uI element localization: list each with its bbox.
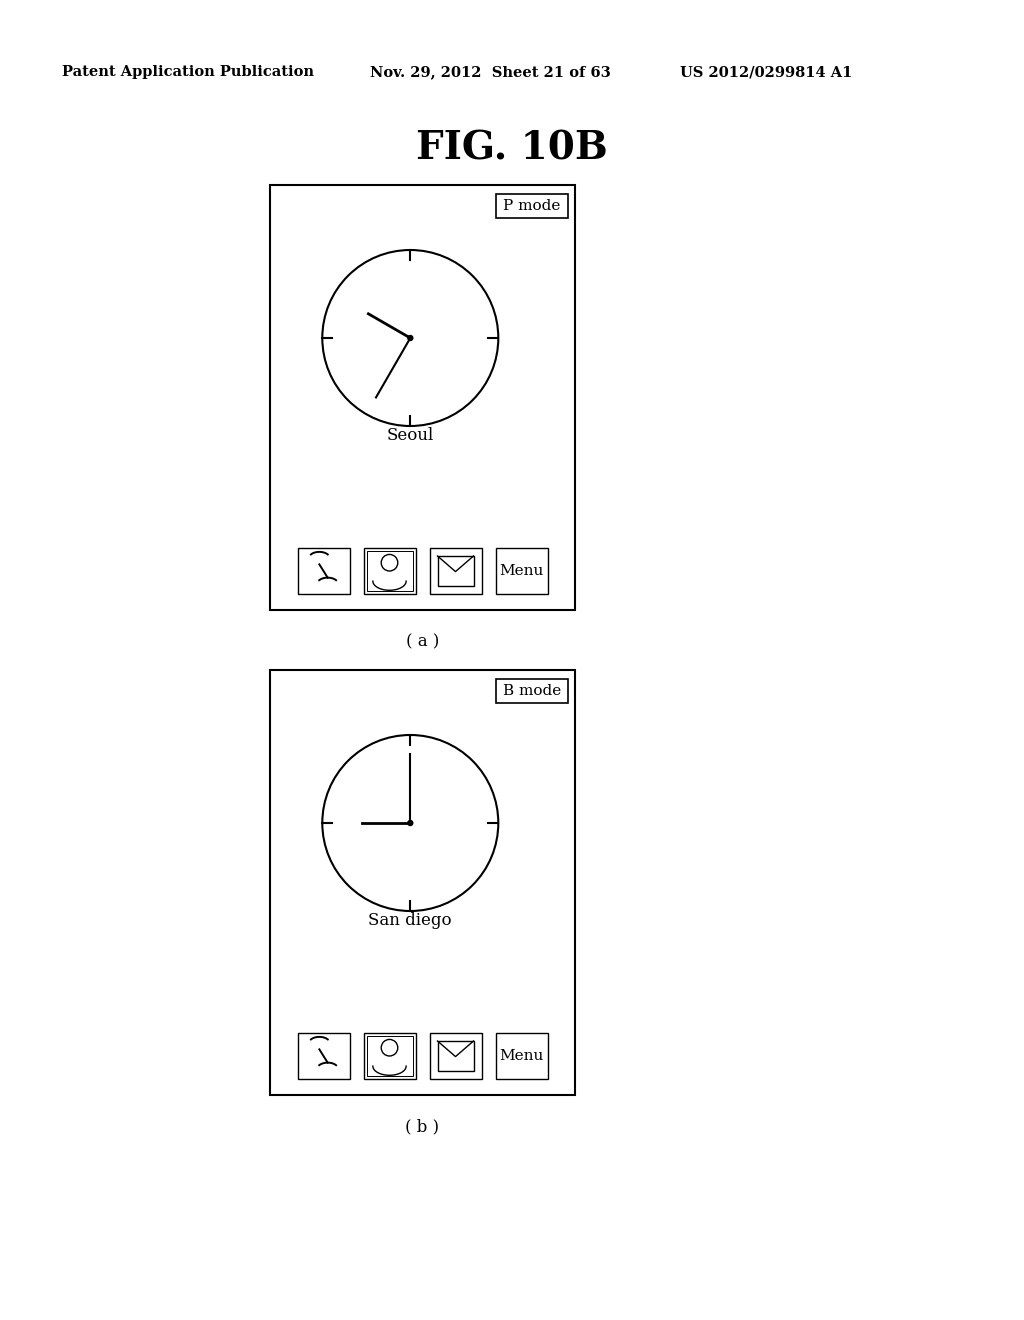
Text: Seoul: Seoul [387,428,434,445]
FancyBboxPatch shape [364,1034,416,1078]
Text: Patent Application Publication: Patent Application Publication [62,65,314,79]
FancyBboxPatch shape [270,671,575,1096]
FancyBboxPatch shape [496,194,568,218]
FancyBboxPatch shape [437,556,473,586]
Text: ( b ): ( b ) [406,1118,439,1135]
Circle shape [323,249,499,426]
FancyBboxPatch shape [429,548,481,594]
Text: US 2012/0299814 A1: US 2012/0299814 A1 [680,65,852,79]
FancyBboxPatch shape [496,1034,548,1078]
FancyBboxPatch shape [429,1034,481,1078]
FancyBboxPatch shape [270,185,575,610]
FancyBboxPatch shape [496,678,568,704]
Text: Menu: Menu [500,564,544,578]
FancyBboxPatch shape [364,548,416,594]
Circle shape [381,554,397,572]
FancyBboxPatch shape [437,1041,473,1071]
Text: B mode: B mode [503,684,561,698]
Circle shape [323,735,499,911]
Circle shape [408,335,413,341]
Text: Menu: Menu [500,1049,544,1063]
Text: FIG. 10B: FIG. 10B [416,129,608,168]
Text: ( a ): ( a ) [406,634,439,651]
Text: San diego: San diego [369,912,453,929]
Text: Nov. 29, 2012  Sheet 21 of 63: Nov. 29, 2012 Sheet 21 of 63 [370,65,610,79]
Text: P mode: P mode [504,199,561,213]
Circle shape [408,821,413,825]
FancyBboxPatch shape [298,1034,349,1078]
FancyBboxPatch shape [496,548,548,594]
FancyBboxPatch shape [298,548,349,594]
Circle shape [381,1039,397,1056]
